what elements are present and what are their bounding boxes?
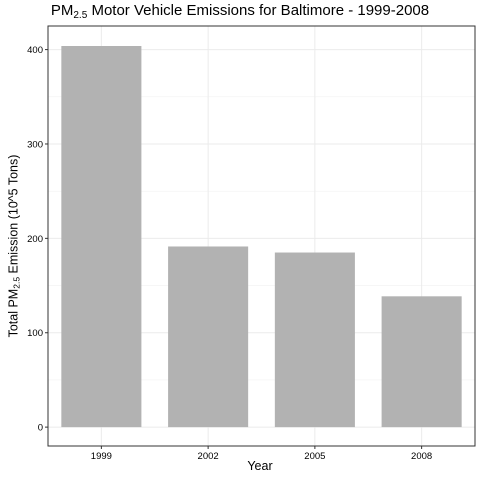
y-axis-label: Total PM2.5 Emission (10^5 Tons) — [6, 154, 22, 338]
y-tick-label: 300 — [27, 139, 43, 150]
y-tick-label: 100 — [27, 328, 43, 339]
bars — [61, 46, 462, 428]
x-tick-label: 1999 — [91, 451, 112, 462]
x-axis-label: Year — [247, 459, 273, 473]
bar-1999 — [61, 46, 142, 428]
panel-border — [47, 25, 476, 447]
x-tick-label: 2002 — [198, 451, 219, 462]
y-tick-label: 200 — [27, 234, 43, 245]
bar-2008 — [381, 296, 462, 428]
y-tick-label: 400 — [27, 45, 43, 56]
chart-title: PM2.5 Motor Vehicle Emissions for Baltim… — [50, 2, 430, 21]
x-tick-label: 2008 — [411, 451, 432, 462]
bar-2005 — [274, 252, 355, 428]
axes: 0 100 200 300 400 1999 2002 2005 2008 — [27, 25, 476, 462]
y-tick-label: 0 — [38, 423, 43, 434]
x-tick-label: 2005 — [304, 451, 325, 462]
bar-2002 — [168, 246, 249, 428]
